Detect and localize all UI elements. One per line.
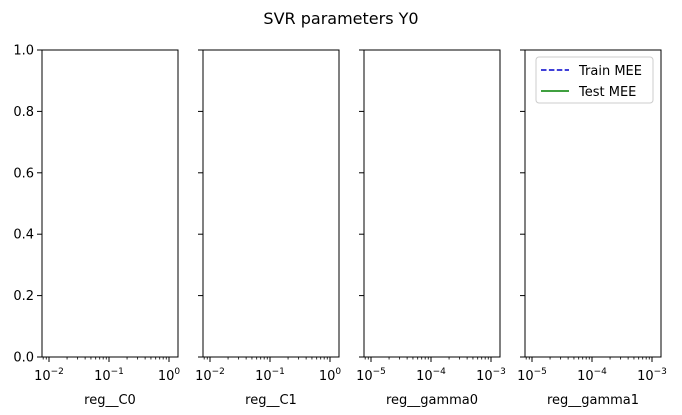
- x-tick-base: 10: [637, 369, 654, 384]
- panel-3-x-tick-label: 10−5: [517, 367, 547, 384]
- y-tick-label: 0.8: [13, 105, 34, 120]
- x-tick-exponent: −2: [51, 367, 64, 377]
- panel-1-x-axis-label: reg__C1: [245, 393, 297, 408]
- x-tick-base: 10: [577, 369, 594, 384]
- x-tick-exponent: 0: [335, 367, 341, 377]
- panel-2-x-tick-label: 10−5: [356, 367, 386, 384]
- x-tick-base: 10: [476, 369, 493, 384]
- x-tick-base: 10: [158, 369, 175, 384]
- x-tick-exponent: −1: [111, 367, 124, 377]
- x-tick-exponent: −2: [212, 367, 225, 377]
- x-tick-exponent: −5: [534, 367, 547, 377]
- panel-0-x-tick-label: 100: [158, 367, 181, 384]
- y-tick-label: 0.2: [13, 289, 34, 304]
- panel-0-x-axis-label: reg__C0: [84, 393, 136, 408]
- panel-1-x-tick-label: 10−2: [195, 367, 225, 384]
- x-tick-base: 10: [319, 369, 336, 384]
- panel-2-x-axis-label: reg__gamma0: [386, 393, 478, 408]
- panel-2-x-tick-label: 10−3: [476, 367, 506, 384]
- y-tick-label: 0.0: [13, 351, 34, 366]
- x-tick-exponent: −1: [272, 367, 285, 377]
- y-tick-label: 0.4: [13, 228, 34, 243]
- x-tick-exponent: −3: [654, 367, 667, 377]
- x-tick-base: 10: [416, 369, 433, 384]
- panel-0-x-tick-label: 10−2: [34, 367, 64, 384]
- panel-2-x-tick-label: 10−4: [416, 367, 446, 384]
- x-tick-exponent: −4: [433, 367, 447, 377]
- panel-3-x-axis-label: reg__gamma1: [547, 393, 639, 408]
- panel-3-axes-frame: [524, 49, 662, 358]
- x-tick-exponent: −4: [594, 367, 608, 377]
- x-tick-exponent: −5: [373, 367, 386, 377]
- x-tick-exponent: −3: [493, 367, 506, 377]
- panel-0-x-tick-label: 10−1: [94, 367, 124, 384]
- panel-1-x-tick-label: 100: [319, 367, 342, 384]
- panel-3-x-tick-label: 10−4: [577, 367, 607, 384]
- x-tick-base: 10: [195, 369, 212, 384]
- legend-label-1: Test MEE: [578, 85, 636, 100]
- panel-3-x-tick-label: 10−3: [637, 367, 667, 384]
- panel-1-axes-frame: [202, 49, 340, 358]
- x-tick-base: 10: [517, 369, 534, 384]
- panel-1-x-tick-label: 10−1: [255, 367, 285, 384]
- y-tick-label: 0.6: [13, 166, 34, 181]
- panel-0-axes-frame: [41, 49, 179, 358]
- legend-label-0: Train MEE: [578, 64, 642, 79]
- panel-2-axes-frame: [363, 49, 501, 358]
- chart-title: SVR parameters Y0: [263, 9, 418, 28]
- x-tick-base: 10: [34, 369, 51, 384]
- x-tick-base: 10: [356, 369, 373, 384]
- x-tick-base: 10: [255, 369, 272, 384]
- x-tick-base: 10: [94, 369, 111, 384]
- y-tick-label: 1.0: [13, 44, 34, 59]
- x-tick-exponent: 0: [174, 367, 180, 377]
